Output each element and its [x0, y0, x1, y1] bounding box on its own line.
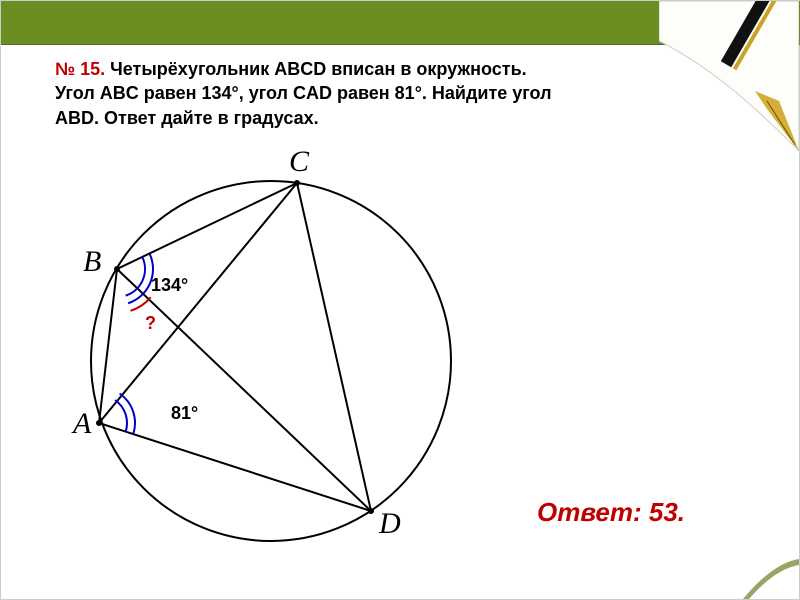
problem-text: № 15. Четырёхугольник ABCD вписан в окру…	[55, 57, 755, 130]
problem-line1: Четырёхугольник ABCD вписан в окружность…	[105, 59, 527, 79]
svg-text:C: C	[289, 151, 310, 178]
svg-text:B: B	[83, 245, 101, 278]
svg-text:D: D	[378, 507, 401, 540]
svg-text:134°: 134°	[151, 275, 188, 295]
problem-line3: ABD. Ответ дайте в градусах.	[55, 108, 319, 128]
svg-text:A: A	[71, 407, 92, 440]
svg-text:81°: 81°	[171, 403, 198, 423]
page-curl-icon	[743, 559, 799, 599]
problem-number: № 15.	[55, 59, 105, 79]
geometry-diagram: 134°? 81° A B C D	[61, 151, 481, 561]
slide: № 15. Четырёхугольник ABCD вписан в окру…	[0, 0, 800, 600]
svg-text:?: ?	[145, 313, 156, 333]
problem-line2: Угол ABC равен 134°, угол CAD равен 81°.…	[55, 83, 552, 103]
answer-text: Ответ: 53.	[537, 497, 685, 528]
